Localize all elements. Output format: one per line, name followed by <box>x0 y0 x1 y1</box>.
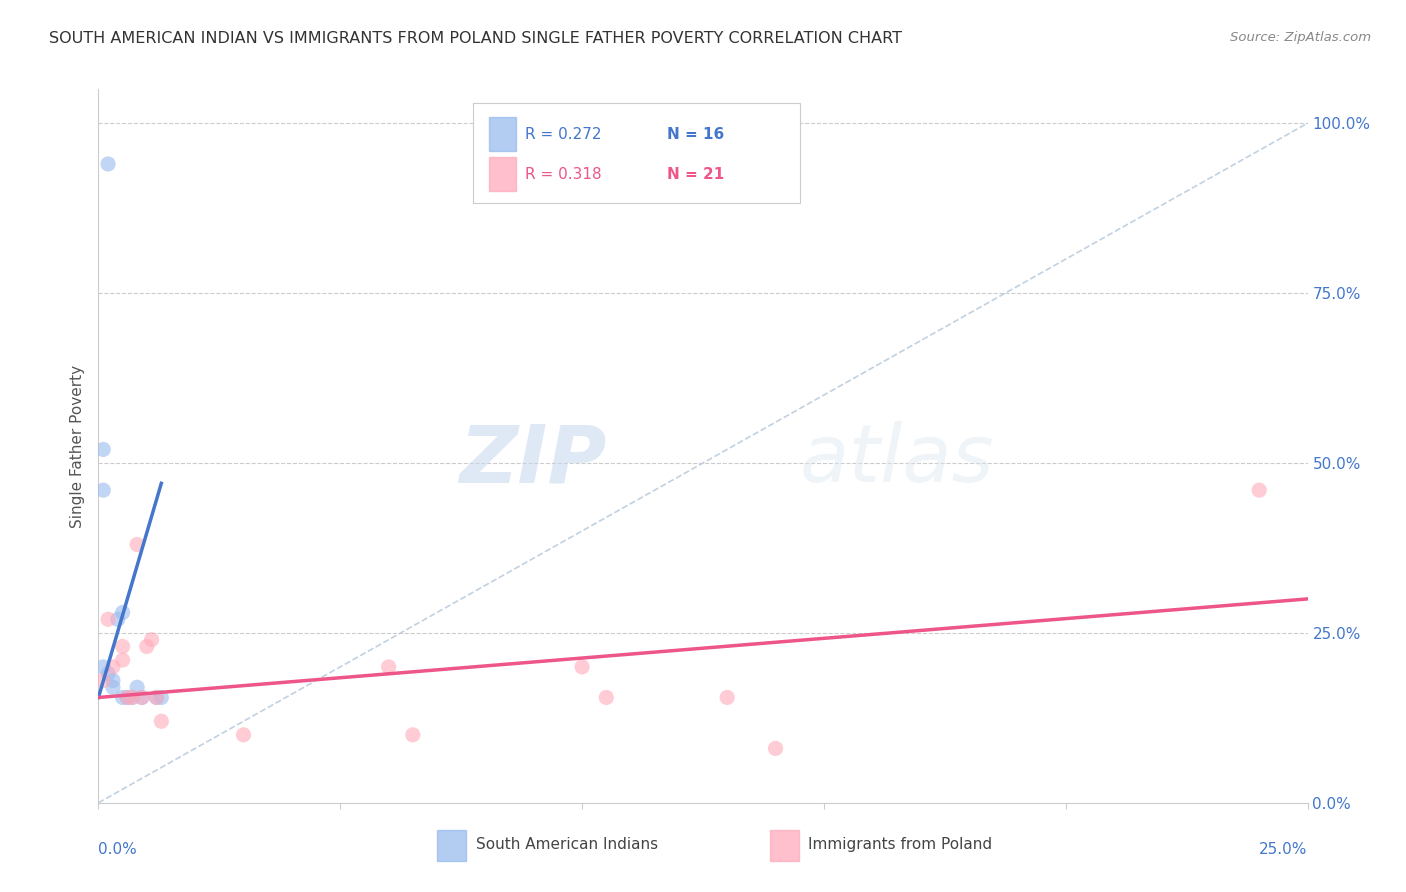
Point <box>377 660 399 674</box>
Point <box>111 690 134 705</box>
Point <box>91 673 114 688</box>
Text: R = 0.318: R = 0.318 <box>526 167 602 182</box>
FancyBboxPatch shape <box>489 157 516 191</box>
Text: R = 0.272: R = 0.272 <box>526 127 602 142</box>
Text: SOUTH AMERICAN INDIAN VS IMMIGRANTS FROM POLAND SINGLE FATHER POVERTY CORRELATIO: SOUTH AMERICAN INDIAN VS IMMIGRANTS FROM… <box>49 31 903 46</box>
Point <box>141 632 163 647</box>
Point <box>91 660 114 674</box>
FancyBboxPatch shape <box>489 117 516 152</box>
Point <box>117 690 139 705</box>
Point <box>111 640 134 654</box>
Text: atlas: atlas <box>800 421 994 500</box>
Point <box>402 728 425 742</box>
Point <box>131 690 153 705</box>
Point <box>595 690 617 705</box>
Point <box>131 690 153 705</box>
Point <box>121 690 143 705</box>
Text: 0.0%: 0.0% <box>98 842 138 857</box>
Text: Immigrants from Poland: Immigrants from Poland <box>808 837 993 852</box>
Point <box>150 690 173 705</box>
Text: N = 16: N = 16 <box>666 127 724 142</box>
Point <box>765 741 787 756</box>
Text: ZIP: ZIP <box>458 421 606 500</box>
Point <box>101 673 124 688</box>
Point <box>111 653 134 667</box>
Point <box>97 666 120 681</box>
Point <box>232 728 254 742</box>
Point <box>117 690 139 705</box>
Point <box>150 714 173 729</box>
Text: 25.0%: 25.0% <box>1260 842 1308 857</box>
Point <box>127 680 149 694</box>
FancyBboxPatch shape <box>769 830 799 862</box>
Point <box>135 640 157 654</box>
Point <box>111 606 134 620</box>
Point <box>107 612 129 626</box>
FancyBboxPatch shape <box>437 830 467 862</box>
Text: N = 21: N = 21 <box>666 167 724 182</box>
Point <box>121 690 143 705</box>
Point <box>91 483 114 498</box>
FancyBboxPatch shape <box>474 103 800 203</box>
Point <box>145 690 167 705</box>
Point <box>101 680 124 694</box>
Point <box>97 157 120 171</box>
Point <box>91 442 114 457</box>
Point <box>97 612 120 626</box>
Point <box>1249 483 1271 498</box>
Point <box>145 690 167 705</box>
Y-axis label: Single Father Poverty: Single Father Poverty <box>70 365 86 527</box>
Text: South American Indians: South American Indians <box>475 837 658 852</box>
Point <box>571 660 593 674</box>
Point <box>127 537 149 551</box>
Point <box>101 660 124 674</box>
Point <box>716 690 738 705</box>
Text: Source: ZipAtlas.com: Source: ZipAtlas.com <box>1230 31 1371 45</box>
